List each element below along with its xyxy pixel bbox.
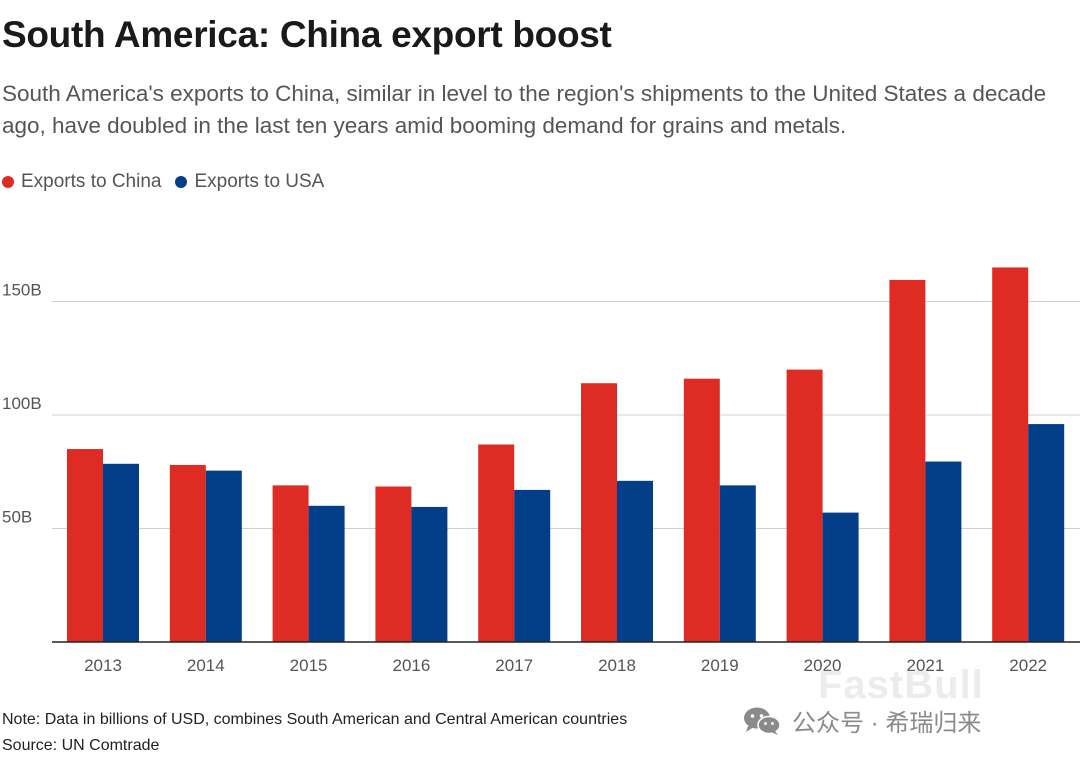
legend-swatch-china <box>2 176 14 188</box>
x-tick-label-2018: 2018 <box>598 656 636 675</box>
y-tick-label-50: 50B <box>2 508 32 527</box>
bar-china-2013 <box>67 449 103 642</box>
x-tick-label-2015: 2015 <box>290 656 328 675</box>
x-tick-label-2017: 2017 <box>495 656 533 675</box>
footer-note: Note: Data in billions of USD, combines … <box>2 711 628 728</box>
x-tick-label-2014: 2014 <box>187 656 225 675</box>
bar-china-2016 <box>375 486 412 642</box>
x-tick-label-2021: 2021 <box>906 656 944 675</box>
x-tick-label-2020: 2020 <box>804 656 842 675</box>
x-tick-label-2013: 2013 <box>84 656 122 675</box>
watermark: 公众号 · 希瑞归来 <box>742 703 981 738</box>
bar-usa-2020 <box>822 512 859 642</box>
bar-usa-2015 <box>308 505 345 642</box>
bar-china-2019 <box>683 378 720 642</box>
bar-usa-2014 <box>205 470 242 642</box>
legend-item-usa: Exports to USA <box>175 171 324 193</box>
footer-source: Source: UN Comtrade <box>2 737 160 754</box>
chart-subtitle: South America's exports to China, simila… <box>2 81 1047 138</box>
bar-china-2015 <box>272 485 309 642</box>
bar-usa-2017 <box>514 489 551 642</box>
chart-title: South America: China export boost <box>2 14 612 55</box>
bar-usa-2018 <box>617 480 653 642</box>
bar-usa-2016 <box>411 506 448 642</box>
watermark-brand: FastBull <box>818 663 984 707</box>
legend-label-china: Exports to China <box>21 171 162 192</box>
bar-usa-2022 <box>1028 424 1065 642</box>
bar-usa-2021 <box>925 461 962 642</box>
bar-chart: 50B 100B 150B 2013 2014 2015 2016 2017 2018 2019 2… <box>2 267 1080 675</box>
watermark-text: 公众号 · 希瑞归来 <box>792 710 982 737</box>
chart-legend: Exports to China Exports to USA <box>2 171 338 193</box>
wechat-icon <box>744 707 781 735</box>
bar-china-2021 <box>889 279 926 642</box>
legend-label-usa: Exports to USA <box>194 171 325 192</box>
legend-item-china: Exports to China <box>2 171 161 193</box>
bar-china-2017 <box>478 444 515 642</box>
bar-china-2014 <box>169 464 206 642</box>
bar-china-2018 <box>581 383 617 642</box>
x-tick-label-2019: 2019 <box>701 656 739 675</box>
x-tick-label-2016: 2016 <box>392 656 430 675</box>
bar-usa-2013 <box>103 463 139 642</box>
y-tick-label-100: 100B <box>2 394 42 413</box>
bar-usa-2019 <box>719 485 756 642</box>
x-tick-label-2022: 2022 <box>1009 656 1047 675</box>
legend-swatch-usa <box>175 176 188 188</box>
bar-china-2022 <box>992 267 1029 642</box>
y-tick-label-150: 150B <box>2 281 42 300</box>
bar-china-2020 <box>786 369 823 642</box>
